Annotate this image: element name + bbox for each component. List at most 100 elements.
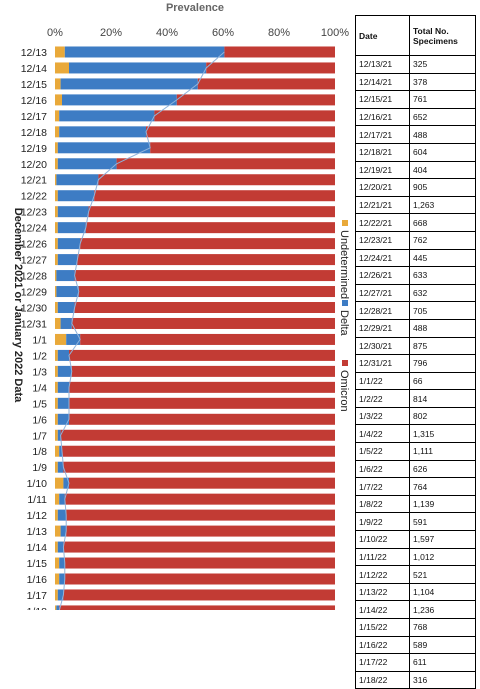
legend-swatch-delta	[342, 300, 348, 306]
bar-undetermined-1-8	[55, 445, 60, 457]
bar-omicron-12-13	[224, 46, 335, 58]
table-row: 1/18/22 316	[355, 670, 476, 689]
cell-total-specimens: 705	[409, 301, 476, 320]
bar-undetermined-12-26	[55, 238, 58, 250]
y-tick-label: 12/21	[21, 175, 47, 187]
table-header-row: Date Total No. Specimens	[355, 15, 476, 56]
x-tick-label: 100%	[321, 27, 349, 39]
cell-date: 1/17/22	[355, 653, 410, 672]
table-row: 12/27/21 632	[355, 283, 476, 303]
x-tick-label: 20%	[100, 27, 122, 39]
table-row: 12/28/21 705	[355, 301, 476, 320]
bar-delta-1-10	[63, 477, 69, 489]
bar-undetermined-12-20	[55, 158, 58, 170]
bar-delta-12-29	[56, 286, 79, 298]
table-row: 1/4/22 1,315	[355, 424, 476, 444]
y-tick-label: 1/6	[32, 414, 47, 426]
y-tick-label: 12/17	[21, 111, 47, 123]
y-tick-label: 1/5	[32, 398, 47, 410]
table-row: 1/1/22 66	[355, 371, 476, 391]
cell-date: 12/18/21	[355, 142, 410, 162]
x-axis-ticks: 0% 20% 40% 60% 80% 100%	[47, 27, 349, 39]
y-tick-label: 1/9	[32, 462, 47, 474]
bar-delta-1-15	[59, 557, 65, 569]
legend: Undetermined Delta Omicron	[338, 220, 350, 412]
y-axis-label: December 2021 or January 2022 Data	[12, 208, 24, 403]
bar-delta-1-16	[59, 573, 65, 585]
cell-date: 1/6/22	[355, 459, 410, 479]
table-row: 12/18/21 604	[355, 142, 476, 162]
y-tick-label: 12/30	[21, 303, 47, 315]
bar-omicron-1-8	[62, 445, 335, 457]
y-tick-label: 1/3	[32, 366, 47, 378]
bar-omicron-12-31	[71, 317, 336, 329]
cell-date: 12/29/21	[355, 318, 410, 338]
y-tick-label: 1/18	[27, 606, 48, 610]
cell-date: 12/14/21	[355, 72, 410, 92]
cell-total-specimens: 626	[409, 459, 476, 479]
cell-total-specimens: 404	[409, 160, 476, 180]
legend-label-undetermined: Undetermined	[338, 230, 350, 299]
cell-date: 1/7/22	[355, 477, 410, 496]
bar-delta-12-13	[64, 46, 225, 58]
y-tick-label: 1/12	[27, 510, 48, 522]
cell-date: 12/24/21	[355, 248, 410, 268]
bar-delta-1-2	[57, 349, 69, 361]
y-tick-label: 12/27	[21, 255, 47, 267]
bar-omicron-1-15	[64, 557, 336, 569]
cell-total-specimens: 1,263	[409, 195, 476, 215]
bars-group	[55, 46, 336, 610]
bar-delta-12-18	[59, 126, 147, 138]
cell-total-specimens: 445	[409, 248, 476, 268]
cell-date: 12/31/21	[355, 354, 410, 373]
table-row: 1/8/22 1,139	[355, 494, 476, 514]
legend-label-delta: Delta	[338, 310, 350, 337]
bar-omicron-12-29	[78, 286, 336, 298]
bar-omicron-12-26	[80, 238, 335, 250]
bar-omicron-12-14	[206, 62, 335, 74]
cell-total-specimens: 761	[409, 90, 476, 109]
cell-total-specimens: 589	[409, 635, 476, 655]
table-row: 1/2/22 814	[355, 389, 476, 408]
bar-undetermined-1-7	[55, 429, 58, 441]
table-row: 12/22/21 668	[355, 213, 476, 232]
cell-total-specimens: 814	[409, 389, 476, 408]
bar-delta-12-16	[62, 94, 177, 106]
bar-undetermined-12-18	[55, 126, 60, 138]
bar-undetermined-1-12	[55, 509, 58, 521]
cell-total-specimens: 1,012	[409, 547, 476, 567]
bar-undetermined-12-31	[55, 317, 61, 329]
bar-delta-1-5	[57, 397, 69, 409]
bar-delta-12-17	[59, 110, 155, 122]
table-row: 1/15/22 768	[355, 618, 476, 637]
x-tick-label: 80%	[268, 27, 290, 39]
bar-delta-12-20	[57, 158, 117, 170]
bar-undetermined-12-28	[55, 270, 57, 282]
bar-undetermined-12-15	[55, 78, 61, 90]
bar-delta-1-18	[56, 605, 60, 610]
cell-date: 1/1/22	[355, 371, 410, 391]
cell-total-specimens: 378	[409, 72, 476, 92]
cell-total-specimens: 316	[409, 670, 476, 689]
bar-delta-1-9	[57, 461, 64, 473]
legend-swatch-undetermined	[342, 220, 348, 226]
y-tick-label: 12/31	[21, 318, 47, 330]
bar-omicron-1-4	[69, 381, 335, 393]
cell-total-specimens: 325	[409, 55, 476, 74]
table-row: 1/12/22 521	[355, 565, 476, 584]
delta-trend-line	[58, 51, 225, 610]
table-row: 12/31/21 796	[355, 354, 476, 373]
cell-date: 1/12/22	[355, 565, 410, 584]
legend-label-omicron: Omicron	[338, 370, 350, 412]
cell-total-specimens: 1,139	[409, 494, 476, 514]
cell-total-specimens: 488	[409, 318, 476, 338]
y-tick-label: 1/11	[27, 494, 47, 506]
y-tick-label: 12/22	[21, 191, 47, 203]
cell-total-specimens: 802	[409, 406, 476, 426]
cell-total-specimens: 611	[409, 653, 476, 672]
table-row: 1/10/22 1,597	[355, 530, 476, 549]
legend-swatch-omicron	[342, 360, 348, 366]
cell-date: 1/4/22	[355, 424, 410, 444]
bar-omicron-12-23	[88, 206, 335, 218]
cell-date: 12/17/21	[355, 125, 410, 144]
